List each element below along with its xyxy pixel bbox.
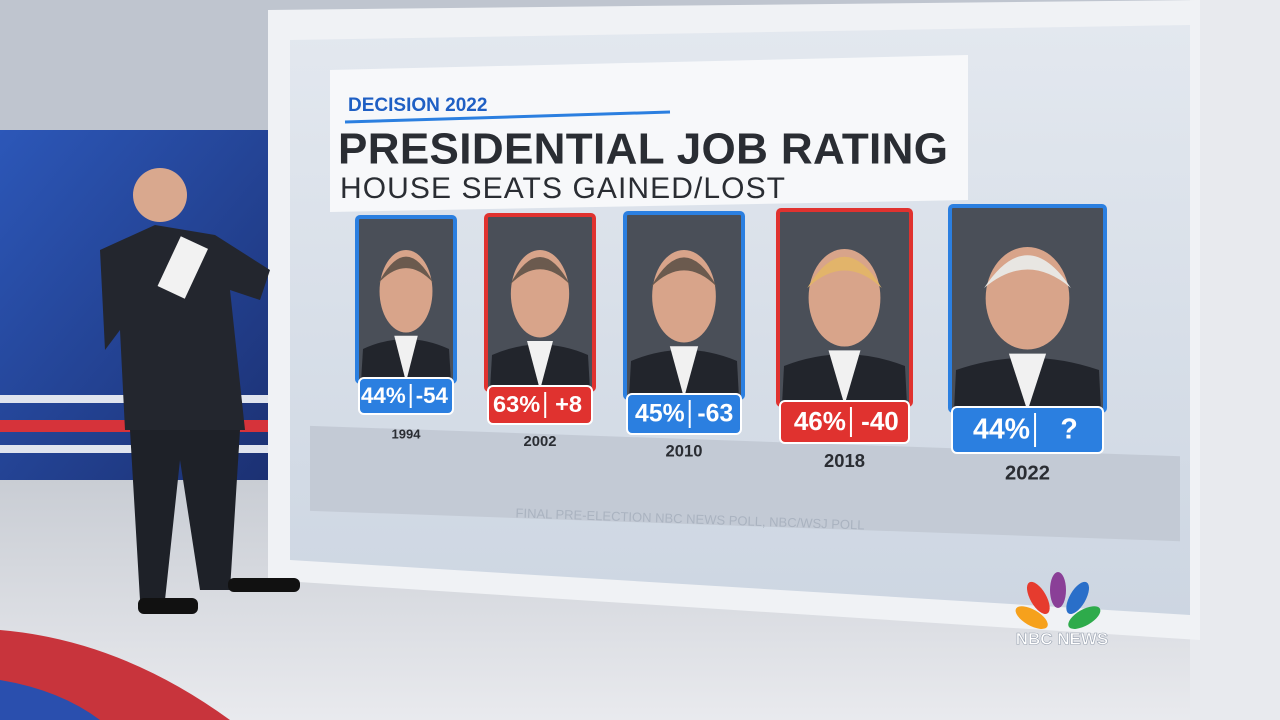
- cards: 44% -54 1994 63% +8 2002 45% -63 2010 46% -40 2018 4…: [355, 204, 1107, 484]
- seats: +8: [555, 391, 582, 417]
- year: 2018: [824, 450, 865, 471]
- floor-circle: [0, 680, 100, 720]
- rating: 44%: [361, 383, 406, 408]
- shirt: [669, 346, 699, 398]
- logo-text: NBC NEWS: [1016, 629, 1109, 648]
- shirt: [394, 335, 418, 382]
- rating: 44%: [973, 414, 1030, 446]
- seats: -54: [416, 383, 449, 408]
- subtitle: HOUSE SEATS GAINED/LOST: [340, 172, 785, 205]
- hair: [650, 257, 718, 287]
- year: 2022: [1005, 462, 1050, 484]
- title: PRESIDENTIAL JOB RATING: [338, 125, 948, 174]
- hair: [984, 255, 1071, 288]
- hair: [807, 256, 882, 288]
- rating-label: [626, 393, 742, 435]
- year: 2002: [524, 434, 557, 450]
- seats: -63: [697, 401, 733, 428]
- rating: 45%: [635, 401, 685, 428]
- nbc-logo: NBC NEWS: [1015, 572, 1109, 649]
- rating-label: [951, 406, 1104, 454]
- year: 1994: [392, 426, 422, 441]
- side-column: [1190, 0, 1280, 720]
- rating-label: [358, 377, 454, 415]
- shirt: [527, 341, 553, 390]
- presenter: [100, 168, 300, 614]
- header-box: [330, 55, 968, 212]
- brand: DECISION 2022: [348, 95, 487, 116]
- seats: -40: [861, 406, 899, 436]
- rating: 46%: [794, 406, 846, 436]
- shirt: [828, 350, 861, 405]
- rating-label: [487, 385, 593, 425]
- rating-label: [779, 400, 910, 444]
- year-strip: [310, 425, 1180, 542]
- header-rule: [344, 110, 671, 124]
- hair: [509, 257, 571, 285]
- rating: 63%: [493, 391, 540, 417]
- seats: ?: [1060, 414, 1077, 446]
- hair: [378, 256, 434, 283]
- year: 2010: [666, 441, 703, 460]
- shirt: [1008, 353, 1047, 411]
